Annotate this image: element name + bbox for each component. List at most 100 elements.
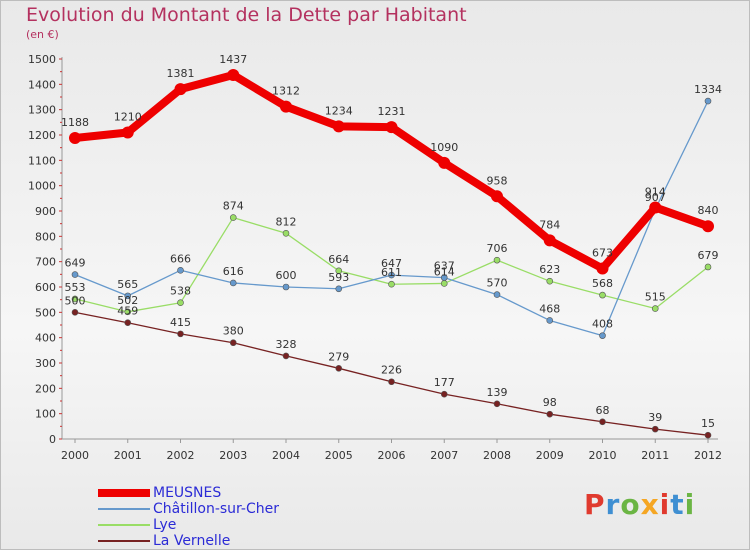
legend-label: Lye bbox=[153, 517, 177, 533]
data-label-meusnes: 958 bbox=[487, 174, 508, 187]
data-label-lye: 568 bbox=[592, 277, 613, 290]
y-tick-label: 700 bbox=[35, 256, 56, 269]
data-label-lye: 874 bbox=[223, 200, 244, 213]
data-label-meusnes: 1090 bbox=[430, 141, 458, 154]
data-label-meusnes: 914 bbox=[645, 185, 666, 198]
data-point-lye bbox=[599, 291, 606, 299]
data-point-meusnes bbox=[174, 83, 187, 96]
data-label-meusnes: 1234 bbox=[325, 104, 353, 117]
data-label-meusnes: 1381 bbox=[167, 67, 195, 80]
x-tick-label: 2001 bbox=[114, 449, 142, 462]
data-point-ch-tillon-sur-cher bbox=[546, 317, 554, 324]
logo-letter: t bbox=[670, 488, 685, 521]
data-label-meusnes: 1210 bbox=[114, 110, 142, 123]
x-tick-label: 2008 bbox=[483, 449, 511, 462]
data-point-meusnes bbox=[438, 156, 451, 169]
data-point-meusnes bbox=[332, 120, 345, 133]
x-tick-label: 2009 bbox=[536, 449, 564, 462]
data-point-lye bbox=[651, 305, 659, 312]
data-label-la-vernelle: 15 bbox=[701, 417, 715, 430]
x-tick-label: 2010 bbox=[589, 449, 617, 462]
data-label-la-vernelle: 459 bbox=[117, 305, 138, 318]
data-point-lye bbox=[440, 280, 448, 287]
data-label-la-vernelle: 39 bbox=[648, 411, 662, 424]
x-tick-label: 2007 bbox=[430, 449, 458, 462]
data-point-meusnes bbox=[596, 262, 609, 275]
y-tick-label: 600 bbox=[35, 281, 56, 294]
data-label-meusnes: 1231 bbox=[378, 105, 406, 118]
legend-item-chatillon: Châtillon-sur-Cher bbox=[98, 501, 279, 517]
data-label-lye: 553 bbox=[65, 281, 86, 294]
y-tick-label: 400 bbox=[35, 332, 56, 345]
data-point-ch-tillon-sur-cher bbox=[71, 271, 79, 278]
series-line-meusnes bbox=[71, 70, 712, 273]
data-label-meusnes: 1437 bbox=[219, 53, 247, 66]
logo-letter: o bbox=[620, 488, 641, 521]
data-point-la-vernelle bbox=[704, 431, 712, 439]
data-point-lye bbox=[177, 299, 184, 307]
y-tick-label: 1500 bbox=[28, 53, 56, 66]
data-point-ch-tillon-sur-cher bbox=[177, 266, 184, 274]
y-tick-label: 1200 bbox=[28, 129, 56, 142]
data-label-lye: 664 bbox=[328, 253, 349, 266]
data-point-lye bbox=[229, 214, 237, 221]
data-label-la-vernelle: 500 bbox=[65, 294, 86, 307]
y-tick-label: 500 bbox=[35, 306, 56, 319]
data-label-lye: 812 bbox=[276, 215, 297, 228]
data-point-lye bbox=[282, 229, 290, 237]
x-tick-label: 2000 bbox=[61, 449, 89, 462]
y-tick-label: 1100 bbox=[28, 154, 56, 167]
logo-letter: i bbox=[684, 488, 696, 521]
data-point-ch-tillon-sur-cher bbox=[704, 97, 712, 105]
x-tick-label: 2011 bbox=[641, 449, 669, 462]
data-point-ch-tillon-sur-cher bbox=[493, 291, 501, 298]
data-label-ch-tillon-sur-cher: 408 bbox=[592, 318, 613, 331]
data-label-ch-tillon-sur-cher: 907 bbox=[645, 191, 666, 204]
data-point-meusnes bbox=[227, 68, 240, 81]
x-tick-label: 2012 bbox=[694, 449, 722, 462]
data-point-ch-tillon-sur-cher bbox=[124, 292, 132, 300]
data-point-lye bbox=[704, 263, 712, 271]
data-point-la-vernelle bbox=[388, 378, 395, 386]
data-label-meusnes: 1188 bbox=[61, 116, 89, 129]
data-label-ch-tillon-sur-cher: 570 bbox=[487, 277, 508, 290]
logo-letter: r bbox=[605, 488, 621, 521]
line-chart: 0 100 200 300 400 500 600 700 800 900 1000 1100 1200… bbox=[28, 53, 722, 462]
data-label-lye: 611 bbox=[381, 266, 402, 279]
y-tick-label: 900 bbox=[35, 205, 56, 218]
data-point-meusnes bbox=[280, 100, 292, 113]
data-point-ch-tillon-sur-cher bbox=[440, 274, 448, 281]
y-tick-label: 800 bbox=[35, 230, 56, 243]
data-label-lye: 502 bbox=[117, 294, 138, 307]
data-label-la-vernelle: 328 bbox=[276, 338, 297, 351]
y-tick-label: 1300 bbox=[28, 104, 56, 117]
data-point-meusnes bbox=[649, 201, 662, 214]
logo-letter: x bbox=[640, 488, 660, 521]
logo-letter: i bbox=[659, 488, 671, 521]
data-label-ch-tillon-sur-cher: 593 bbox=[328, 271, 349, 284]
x-tick-label: 2006 bbox=[378, 449, 406, 462]
x-tick-label: 2004 bbox=[272, 449, 300, 462]
legend-label: MEUSNES bbox=[153, 485, 222, 501]
logo-letter: P bbox=[584, 488, 606, 521]
data-label-la-vernelle: 68 bbox=[596, 404, 610, 417]
data-point-lye bbox=[546, 277, 554, 285]
data-point-lye bbox=[124, 308, 132, 316]
data-label-ch-tillon-sur-cher: 637 bbox=[434, 260, 455, 273]
data-label-meusnes: 673 bbox=[592, 247, 613, 260]
data-label-la-vernelle: 226 bbox=[381, 364, 402, 377]
data-label-lye: 515 bbox=[645, 291, 666, 304]
data-point-lye bbox=[493, 256, 501, 264]
data-label-lye: 614 bbox=[434, 265, 455, 278]
data-label-lye: 623 bbox=[539, 263, 560, 276]
legend-item-meusnes: MEUSNES bbox=[98, 485, 279, 501]
data-point-ch-tillon-sur-cher bbox=[229, 279, 237, 287]
data-point-ch-tillon-sur-cher bbox=[599, 332, 606, 339]
x-tick-label: 2005 bbox=[325, 449, 353, 462]
y-tick-label: 1400 bbox=[28, 78, 56, 91]
y-tick-label: 0 bbox=[49, 433, 56, 446]
data-label-meusnes: 1312 bbox=[272, 85, 300, 98]
data-point-la-vernelle bbox=[599, 418, 606, 426]
data-point-la-vernelle bbox=[177, 330, 184, 338]
